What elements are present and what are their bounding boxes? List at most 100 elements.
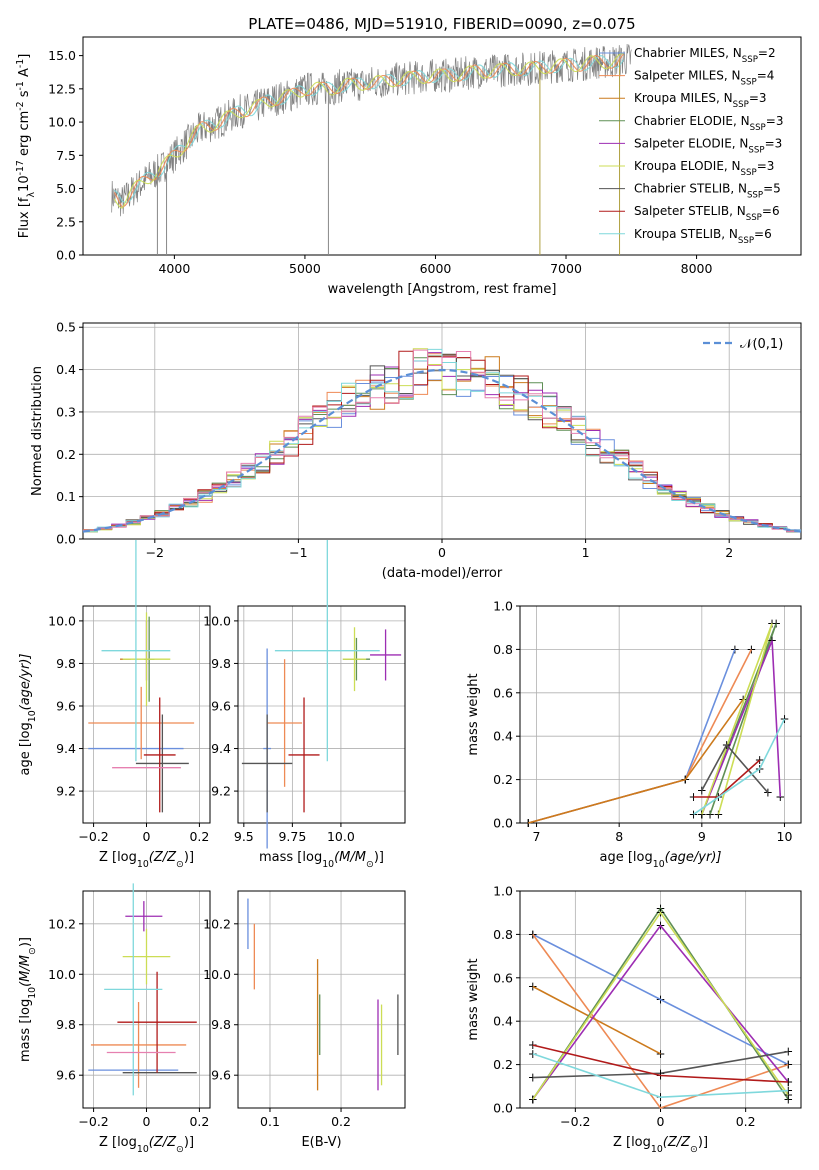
axes-weight_vs_Z: −0.2 0 0.2 0.0 0.2 0.4 0.6 0.8 1.0 Z [log10(Z/Z⊙)… (466, 884, 802, 1155)
figure-title: PLATE=0486, MJD=51910, FIBERID=0090, z=0… (248, 15, 635, 33)
point-marker: + (528, 979, 538, 993)
y-tick-label: 0.8 (493, 927, 513, 942)
y-tick-label: 0.5 (56, 320, 76, 335)
point-marker: + (755, 753, 765, 767)
series-line (532, 933, 789, 1066)
histogram-step (83, 348, 801, 532)
x-tick-label: −0.2 (78, 1114, 108, 1129)
point-marker: + (697, 807, 707, 821)
y-tick-label: 9.6 (211, 1068, 231, 1083)
y-tick-label: 5.0 (56, 181, 76, 196)
model-spectrum-line (114, 55, 624, 203)
x-tick-label: 0 (438, 545, 446, 560)
axes-age_vs_mass: 9.5 9.75 10.0 9.2 9.4 9.6 9.8 10.0 mass [log10(M… (203, 540, 406, 870)
point-marker: + (771, 616, 781, 630)
legend-label: Chabrier MILES, NSSP=2 (634, 46, 776, 65)
point-marker: + (528, 1038, 538, 1052)
observed-spectrum-line (111, 43, 632, 217)
point-marker: + (783, 1058, 793, 1072)
x-tick-label: −0.2 (78, 829, 108, 844)
axes-frame (82, 605, 211, 824)
y-tick-label: 2.5 (56, 214, 76, 229)
axes-frame (82, 890, 211, 1109)
axes-frame (82, 36, 802, 256)
point-marker: + (738, 692, 748, 706)
x-tick-label: 10.0 (327, 829, 355, 844)
x-axis-label: mass [log10(M/M⊙)] (259, 850, 384, 870)
axes-frame (237, 605, 406, 824)
series-line (701, 640, 782, 815)
histogram-step (83, 348, 801, 533)
legend-label: Kroupa ELODIE, NSSP=3 (634, 159, 774, 178)
y-tick-label: 9.8 (56, 656, 76, 671)
x-tick-label: 0 (143, 829, 151, 844)
point-marker: + (783, 1075, 793, 1089)
point-marker: + (528, 927, 538, 941)
x-tick-label: 6000 (420, 261, 452, 276)
normal-curve (82, 368, 802, 533)
x-tick-label: 9.75 (278, 829, 306, 844)
x-axis-label: (data-model)/error (382, 566, 503, 581)
point-marker: + (528, 1047, 538, 1061)
y-tick-label: 0.0 (56, 532, 76, 547)
series-line (693, 718, 786, 815)
y-tick-label: 0.0 (56, 248, 76, 263)
y-tick-label: 0.6 (493, 970, 513, 985)
series-line (532, 911, 789, 1100)
y-tick-label: 0.8 (493, 642, 513, 657)
series-line (532, 985, 661, 1055)
axes-frame (519, 605, 802, 824)
y-tick-label: 10.2 (48, 916, 76, 931)
y-tick-label: 12.5 (48, 81, 76, 96)
y-axis-label: Normed distribution (30, 366, 45, 496)
x-tick-label: 8000 (681, 261, 713, 276)
series-line (532, 1044, 789, 1083)
point-marker: + (689, 807, 699, 821)
point-marker: + (746, 642, 756, 656)
y-tick-label: 1.0 (493, 599, 513, 614)
plot-layer: 4000 5000 6000 7000 80000.02.55.07.510.012.5… (15, 36, 802, 1155)
x-axis-label: age [log10(age/yr)] (600, 850, 722, 870)
y-tick-label: 1.0 (493, 884, 513, 899)
y-tick-label: 0.2 (493, 1057, 513, 1072)
series-line (701, 623, 773, 815)
legend-label: Chabrier STELIB, NSSP=5 (634, 182, 781, 201)
x-tick-label: 0 (657, 1114, 665, 1129)
axes-weight_vs_age: 7 8 9 10 0.0 0.2 0.4 0.6 0.8 1.0 age [log10(age/yr… (466, 599, 802, 870)
x-tick-label: 7000 (550, 261, 582, 276)
point-marker: + (689, 790, 699, 804)
legend-label: Salpeter STELIB, NSSP=6 (634, 204, 780, 223)
x-tick-label: −0.2 (560, 1114, 590, 1129)
axes-frame (82, 322, 802, 540)
x-axis-label: Z [log10(Z/Z⊙)] (613, 1135, 708, 1155)
point-marker: + (528, 927, 538, 941)
x-tick-label: 0.2 (331, 1114, 351, 1129)
axes-mass_vs_ebv: 0.1 0.2 9.6 9.8 10.0 10.2 E(B-V) (203, 890, 406, 1150)
y-tick-label: 0.4 (493, 1014, 513, 1029)
series-line (532, 1053, 789, 1099)
y-tick-label: 0.3 (56, 404, 76, 419)
y-tick-label: 9.4 (56, 741, 76, 756)
y-tick-label: 0.4 (56, 362, 76, 377)
histogram-step (83, 349, 801, 532)
point-marker: + (528, 1092, 538, 1106)
y-tick-label: 0.2 (56, 447, 76, 462)
y-tick-label: 10.0 (203, 613, 231, 628)
point-marker: + (528, 1092, 538, 1106)
y-tick-label: 15.0 (48, 48, 76, 63)
point-marker: + (705, 807, 715, 821)
x-tick-label: 9 (698, 829, 706, 844)
series-line (701, 743, 769, 794)
x-tick-label: 0.2 (189, 1114, 209, 1129)
axes-residuals: −2 −1 0 1 2 0.0 0.1 0.2 0.3 0.4 0.5 (data-model)/er… (30, 320, 802, 581)
y-tick-label: 10.0 (48, 967, 76, 982)
x-tick-label: 7 (533, 829, 541, 844)
series-line (532, 1050, 789, 1079)
y-tick-label: 9.2 (56, 784, 76, 799)
point-marker: + (528, 1092, 538, 1106)
x-tick-label: 5000 (289, 261, 321, 276)
point-marker: + (783, 1058, 793, 1072)
point-marker: + (697, 807, 707, 821)
axes-spectrum: 4000 5000 6000 7000 8000 0.0 2.5 5.0 7.5 10.0 12.5… (15, 36, 802, 297)
